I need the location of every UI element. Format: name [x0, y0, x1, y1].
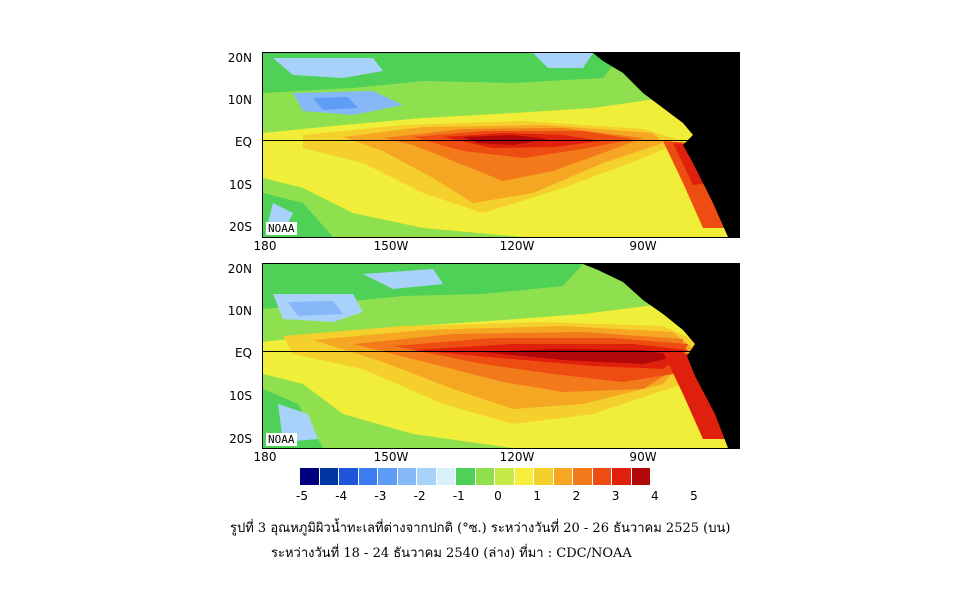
- color-swatch: [319, 468, 339, 485]
- color-swatch: [378, 468, 398, 485]
- lon-label-120w: 120W: [499, 450, 535, 464]
- sst-map-graphic: [263, 53, 739, 237]
- lat-label-10n: 10N: [227, 304, 252, 318]
- color-swatch: [612, 468, 632, 485]
- lat-label-10n: 10N: [227, 93, 252, 107]
- lat-label-eq: EQ: [234, 346, 252, 360]
- color-swatch: [397, 468, 417, 485]
- color-scale-tick-label: 5: [690, 489, 698, 503]
- lon-label-120w: 120W: [499, 239, 535, 253]
- color-swatch: [475, 468, 495, 485]
- color-swatch: [339, 468, 359, 485]
- color-swatch: [553, 468, 573, 485]
- color-scale-tick-label: 2: [572, 489, 581, 503]
- equator-line: [263, 140, 739, 141]
- lat-label-10s: 10S: [229, 389, 252, 403]
- equator-line: [263, 351, 739, 352]
- color-swatch: [436, 468, 456, 485]
- color-swatch: [573, 468, 593, 485]
- color-scale-tick-label: 4: [650, 489, 659, 503]
- sst-map-graphic: [263, 264, 739, 448]
- color-scale-bar: [300, 468, 651, 485]
- color-swatch: [495, 468, 515, 485]
- lon-label-90w: 90W: [629, 239, 657, 253]
- noaa-label: NOAA: [266, 433, 297, 446]
- lat-label-20n: 20N: [227, 51, 252, 65]
- color-swatch: [592, 468, 612, 485]
- color-scale-tick-label: 1: [533, 489, 542, 503]
- color-scale-tick-label: -5: [296, 489, 308, 503]
- color-scale-tick-label: -4: [335, 489, 348, 503]
- color-scale-tick-label: -3: [374, 489, 387, 503]
- figure-caption-line-2: ระหว่างวันที่ 18 - 24 ธันวาคม 2540 (ล่าง…: [271, 546, 632, 561]
- figure-caption-line-1: รูปที่ 3 อุณหภูมิผิวน้ำทะเลที่ต่างจากปกต…: [230, 521, 731, 536]
- sst-anomaly-map-1997: NOAA: [262, 263, 740, 449]
- color-scale-tick-label: 0: [494, 489, 502, 503]
- color-swatch: [358, 468, 378, 485]
- lon-label-150w: 150W: [373, 239, 409, 253]
- lat-label-20s: 20S: [229, 220, 252, 234]
- color-swatch: [534, 468, 554, 485]
- lon-label-90w: 90W: [629, 450, 657, 464]
- color-swatch: [456, 468, 476, 485]
- lon-label-180: 180: [253, 450, 277, 464]
- lat-label-20n: 20N: [227, 262, 252, 276]
- lat-label-20s: 20S: [229, 432, 252, 446]
- noaa-label: NOAA: [266, 222, 297, 235]
- color-swatch: [300, 468, 320, 485]
- lon-label-180: 180: [253, 239, 277, 253]
- lon-label-150w: 150W: [373, 450, 409, 464]
- lat-label-eq: EQ: [234, 135, 252, 149]
- color-swatch: [631, 468, 651, 485]
- color-scale-tick-label: -1: [452, 489, 465, 503]
- color-swatch: [514, 468, 534, 485]
- lat-label-10s: 10S: [229, 178, 252, 192]
- sst-anomaly-map-1982: NOAA: [262, 52, 740, 238]
- color-scale-tick-label: -2: [413, 489, 426, 503]
- color-swatch: [417, 468, 437, 485]
- color-scale-tick-label: 3: [611, 489, 620, 503]
